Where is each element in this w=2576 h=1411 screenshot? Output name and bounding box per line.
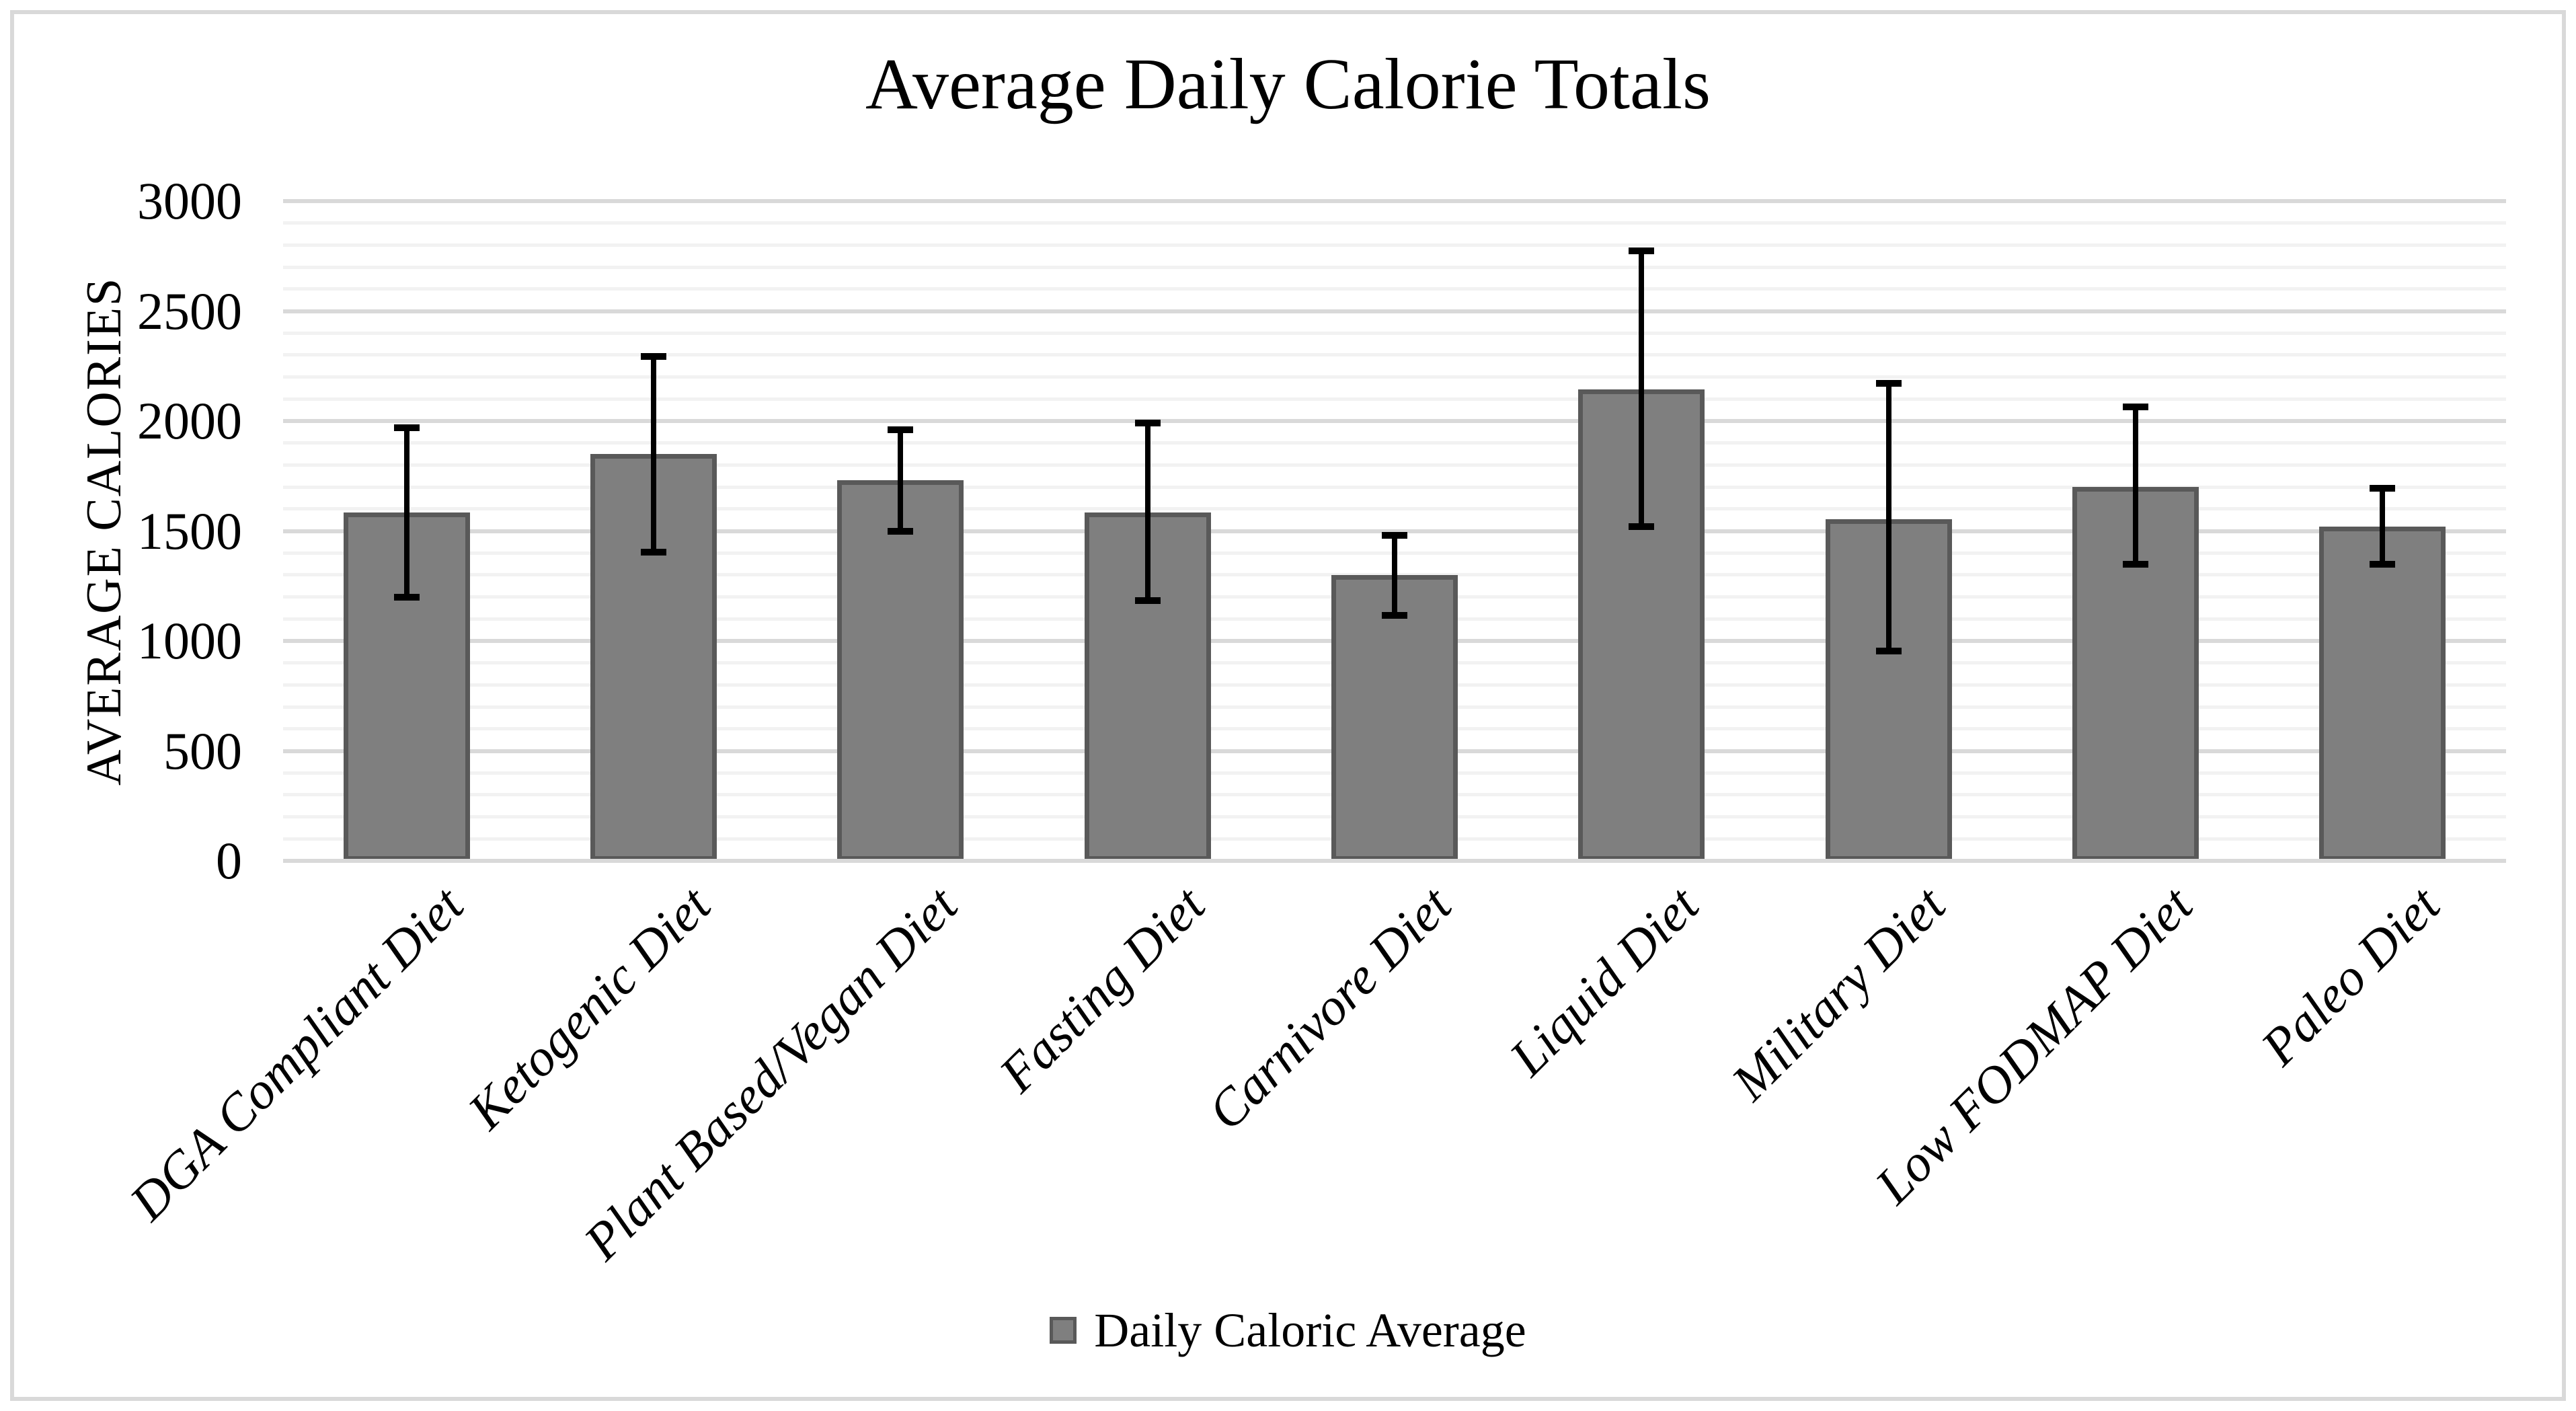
- gridline-minor: [283, 375, 2506, 379]
- error-bar-cap-bottom-liquid-diet: [1629, 523, 1655, 530]
- error-bar-cap-top-liquid-diet: [1629, 247, 1655, 254]
- bar-plant-based-vegan-diet: [837, 480, 964, 861]
- x-axis-label-carnivore-diet: Carnivore Diet: [1196, 875, 1462, 1141]
- error-bar-line-carnivore-diet: [1392, 535, 1397, 616]
- error-bar-line-military-diet: [1885, 383, 1891, 651]
- x-axis-label-dga-compliant-diet: DGA Compliant Diet: [118, 875, 475, 1231]
- y-tick-label: 1000: [137, 611, 242, 670]
- gridline-minor: [283, 221, 2506, 225]
- gridline-major: [283, 199, 2506, 203]
- error-bar-cap-bottom-paleo-diet: [2370, 560, 2396, 568]
- x-axis-label-liquid-diet: Liquid Diet: [1497, 875, 1710, 1087]
- gridline-minor: [283, 485, 2506, 489]
- error-bar-line-fasting-diet: [1144, 423, 1150, 601]
- error-bar-cap-top-carnivore-diet: [1382, 532, 1407, 539]
- error-bar-cap-bottom-fasting-diet: [1134, 597, 1161, 604]
- error-bar-cap-bottom-low-fodmap-diet: [2123, 560, 2148, 568]
- y-tick-label: 1500: [137, 501, 242, 560]
- x-axis-label-military-diet: Military Diet: [1720, 875, 1957, 1112]
- error-bar-line-ketogenic-diet: [651, 356, 656, 552]
- gridline-major: [283, 529, 2506, 533]
- gridline-minor: [283, 397, 2506, 401]
- error-bar-cap-top-fasting-diet: [1134, 420, 1161, 427]
- error-bar-line-dga-compliant-diet: [403, 427, 409, 597]
- error-bar-cap-top-ketogenic-diet: [641, 352, 666, 360]
- error-bar-cap-bottom-dga-compliant-diet: [393, 593, 420, 601]
- error-bar-cap-top-military-diet: [1875, 380, 1902, 387]
- y-tick-label: 500: [163, 721, 242, 780]
- gridline-minor: [283, 507, 2506, 511]
- legend: Daily Caloric Average: [0, 1303, 2576, 1357]
- error-bar-line-plant-based-vegan-diet: [898, 430, 904, 531]
- x-axis-line: [283, 859, 2506, 863]
- error-bar-cap-top-low-fodmap-diet: [2123, 403, 2148, 410]
- bar-carnivore-diet: [1331, 574, 1458, 861]
- gridline-minor: [283, 287, 2506, 291]
- error-bar-cap-bottom-military-diet: [1875, 647, 1902, 654]
- legend-label: Daily Caloric Average: [1094, 1303, 1526, 1357]
- y-tick-label: 2500: [137, 281, 242, 340]
- x-axis-label-ketogenic-diet: Ketogenic Diet: [456, 875, 721, 1141]
- error-bar-cap-top-plant-based-vegan-diet: [888, 426, 914, 434]
- chart-title: Average Daily Calorie Totals: [865, 44, 1711, 124]
- y-tick-label: 2000: [137, 391, 242, 450]
- gridline-minor: [283, 353, 2506, 357]
- y-tick-label: 0: [216, 831, 242, 890]
- bar-paleo-diet: [2319, 526, 2446, 861]
- error-bar-cap-top-dga-compliant-diet: [393, 424, 420, 431]
- gridline-minor: [283, 265, 2506, 269]
- gridline-minor: [283, 463, 2506, 467]
- error-bar-cap-bottom-ketogenic-diet: [641, 548, 666, 556]
- gridline-minor: [283, 441, 2506, 445]
- error-bar-cap-bottom-carnivore-diet: [1382, 612, 1407, 619]
- error-bar-line-paleo-diet: [2380, 488, 2386, 564]
- error-bar-cap-bottom-plant-based-vegan-diet: [888, 527, 914, 535]
- gridline-major: [283, 419, 2506, 423]
- legend-marker-square-icon: [1050, 1317, 1077, 1344]
- error-bar-line-low-fodmap-diet: [2133, 406, 2138, 564]
- x-axis-label-fasting-diet: Fasting Diet: [987, 875, 1216, 1104]
- x-axis-label-paleo-diet: Paleo Diet: [2249, 875, 2451, 1077]
- error-bar-cap-top-paleo-diet: [2370, 484, 2396, 492]
- y-tick-label: 3000: [137, 171, 242, 230]
- gridline-minor: [283, 243, 2506, 247]
- gridline-minor: [283, 331, 2506, 335]
- gridline-major: [283, 309, 2506, 313]
- bar-ketogenic-diet: [590, 454, 717, 861]
- error-bar-line-liquid-diet: [1639, 250, 1645, 527]
